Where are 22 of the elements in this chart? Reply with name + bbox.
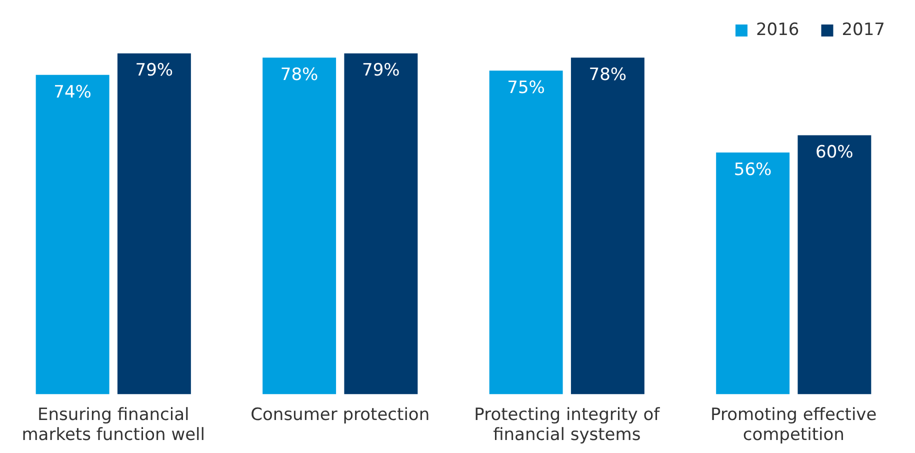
bar — [798, 135, 872, 394]
legend-label: 2016 — [756, 20, 800, 40]
data-label: 56% — [734, 160, 772, 180]
data-label: 79% — [135, 60, 174, 81]
bar — [489, 70, 563, 394]
bar — [716, 152, 790, 394]
bar — [344, 53, 418, 394]
legend-label: 2017 — [842, 20, 885, 40]
x-tick-label: Ensuring financial markets function well — [22, 404, 205, 446]
data-label: 78% — [588, 65, 627, 86]
data-label: 78% — [280, 65, 318, 86]
x-tick-label: Promoting effective competition — [710, 404, 877, 446]
bar — [570, 58, 644, 394]
data-label: 75% — [507, 78, 545, 98]
data-label: 79% — [362, 60, 400, 81]
data-label: 60% — [816, 142, 854, 163]
bar — [36, 74, 110, 394]
x-tick-label: Protecting integrity of financial systems — [474, 404, 661, 446]
data-label: 74% — [54, 82, 92, 102]
bar — [117, 53, 191, 394]
x-tick-label: Consumer protection — [250, 404, 430, 425]
bar — [262, 58, 336, 394]
